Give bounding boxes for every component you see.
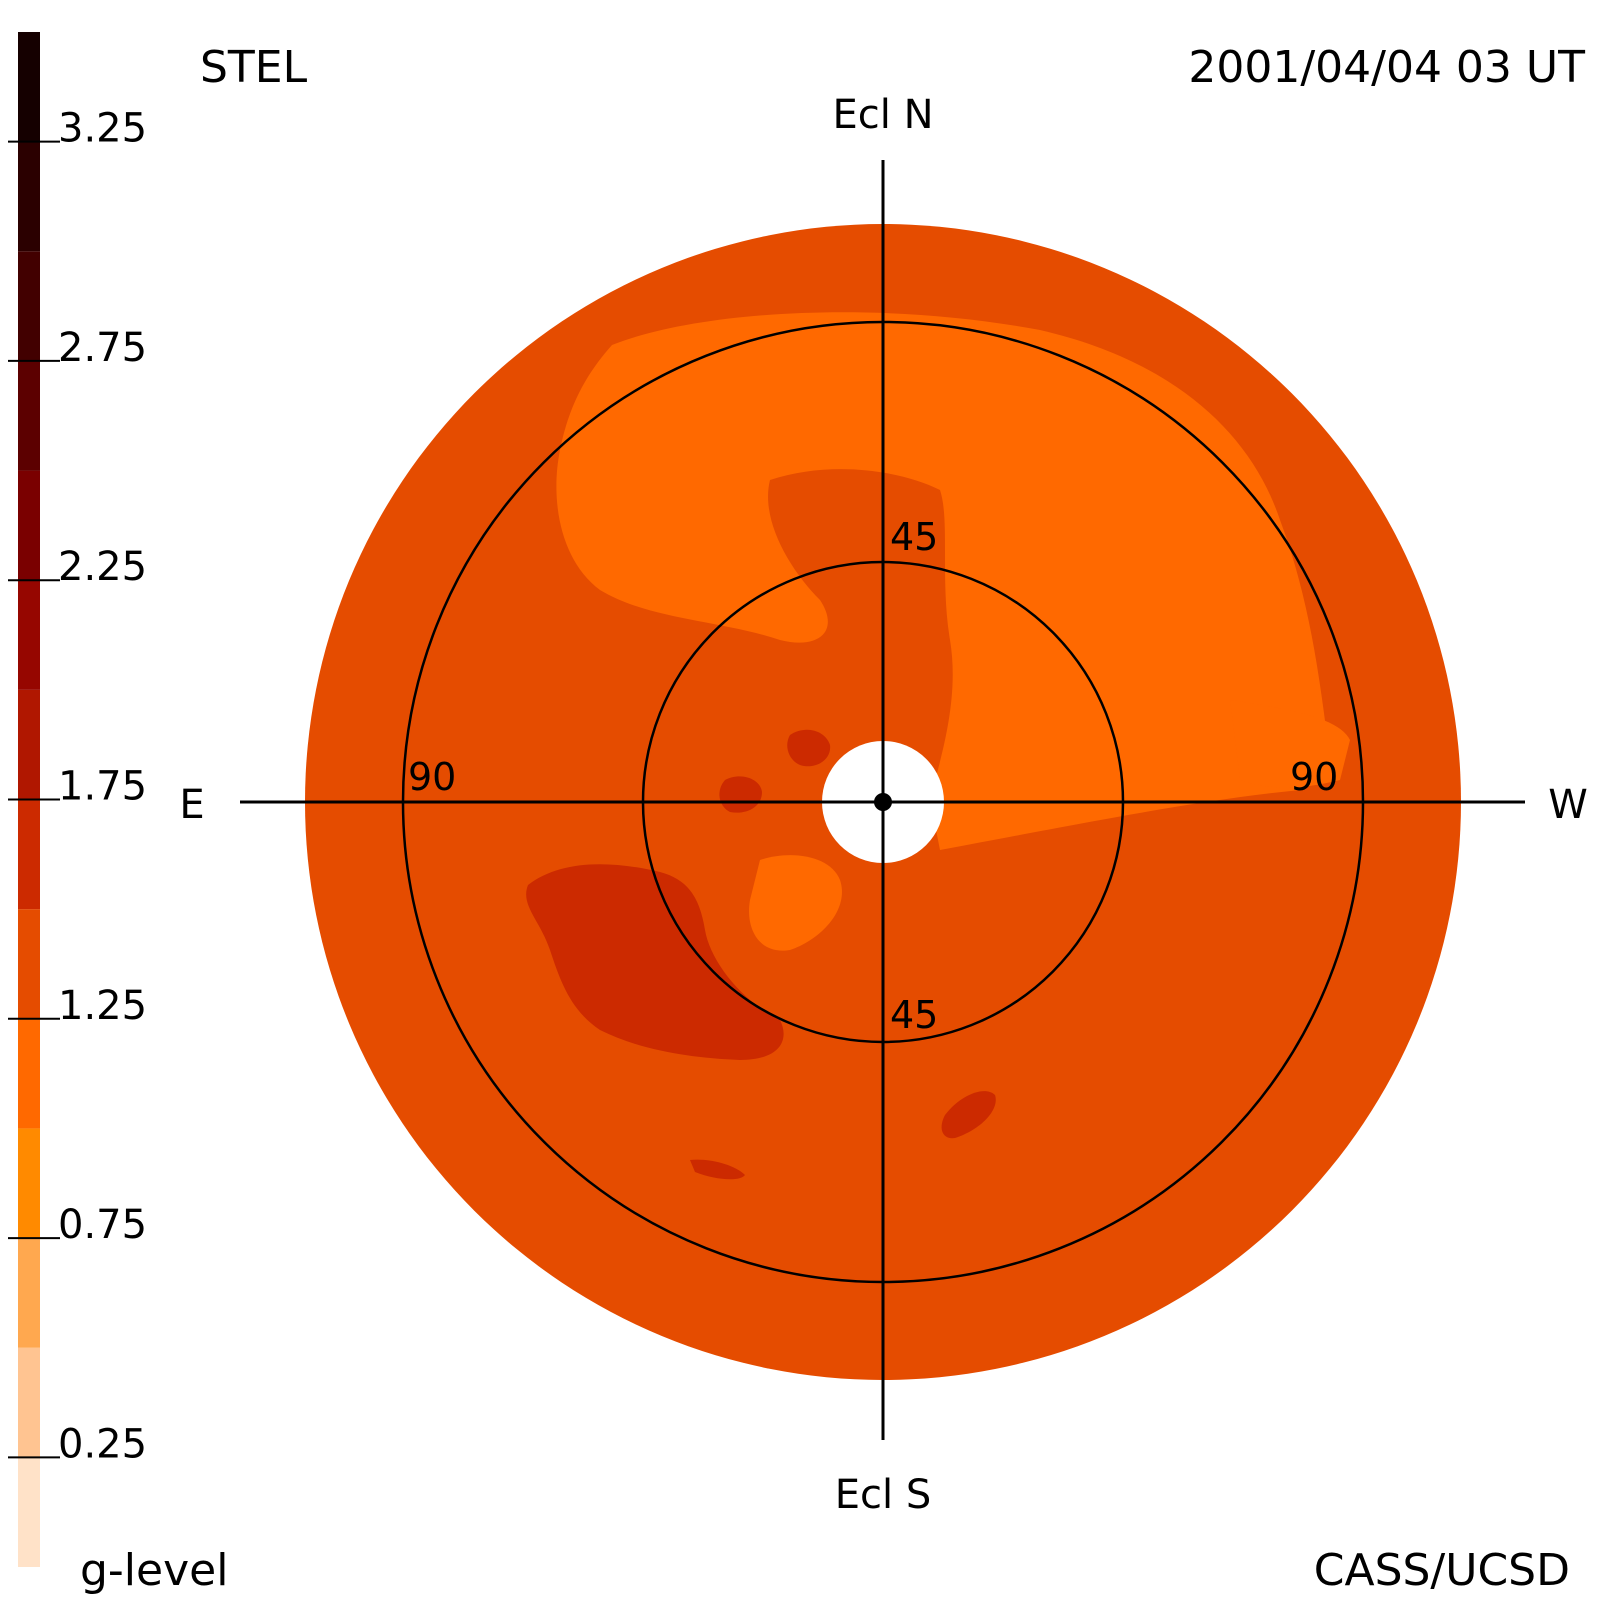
colorbar-segment bbox=[18, 580, 40, 690]
credit-label: CASS/UCSD bbox=[1314, 1545, 1570, 1596]
colorbar-segment bbox=[18, 799, 40, 910]
enhanced-region-south-streak bbox=[690, 1159, 745, 1180]
colorbar-tick-label: 2.25 bbox=[58, 544, 147, 590]
colorbar-segment bbox=[18, 32, 40, 142]
colorbar-segment bbox=[18, 360, 40, 471]
colorbar-tick-label: 1.75 bbox=[58, 764, 147, 810]
colorbar-tick-label: 0.25 bbox=[58, 1421, 147, 1467]
colorbar-segment bbox=[18, 689, 40, 800]
enhanced-region-inner-east bbox=[787, 729, 831, 767]
colorbar-tick-label: 0.75 bbox=[58, 1202, 147, 1248]
colorbar: 0.25 0.75 1.25 1.75 2.25 2.75 3.25 bbox=[8, 32, 147, 1567]
colorbar-label: g-level bbox=[80, 1545, 228, 1596]
colorbar-segment bbox=[18, 470, 40, 581]
label-ring-90-right: 90 bbox=[1290, 755, 1338, 799]
timestamp-label: 2001/04/04 03 UT bbox=[1188, 42, 1585, 93]
enhanced-region-west-band bbox=[1230, 700, 1350, 788]
colorbar-segment bbox=[18, 1238, 40, 1348]
label-north: Ecl N bbox=[832, 92, 933, 138]
colorbar-segment bbox=[18, 1128, 40, 1239]
colorbar-segment bbox=[18, 1018, 40, 1129]
colorbar-segment bbox=[18, 1457, 40, 1567]
colorbar-tick-label: 3.25 bbox=[58, 106, 147, 152]
colorbar-segment bbox=[18, 909, 40, 1019]
enhanced-region-south-lobe bbox=[749, 855, 842, 951]
label-south: Ecl S bbox=[835, 1472, 931, 1518]
label-east: E bbox=[179, 782, 204, 828]
colorbar-segment bbox=[18, 141, 40, 252]
label-west: W bbox=[1548, 782, 1588, 828]
label-ring-90-left: 90 bbox=[408, 755, 456, 799]
enhanced-region-south-east-small bbox=[941, 1091, 996, 1139]
label-ring-45-top: 45 bbox=[890, 515, 938, 559]
colorbar-segment bbox=[18, 1347, 40, 1458]
high-region-near-sun bbox=[719, 776, 762, 813]
high-region-south-east bbox=[526, 864, 784, 1060]
instrument-label: STEL bbox=[200, 42, 308, 93]
colorbar-segment bbox=[18, 251, 40, 361]
colorbar-tick-label: 1.25 bbox=[58, 983, 147, 1029]
enhanced-region-north-arc bbox=[556, 312, 1330, 851]
label-ring-45-bottom: 45 bbox=[890, 993, 938, 1037]
colorbar-tick-label: 2.75 bbox=[58, 325, 147, 371]
